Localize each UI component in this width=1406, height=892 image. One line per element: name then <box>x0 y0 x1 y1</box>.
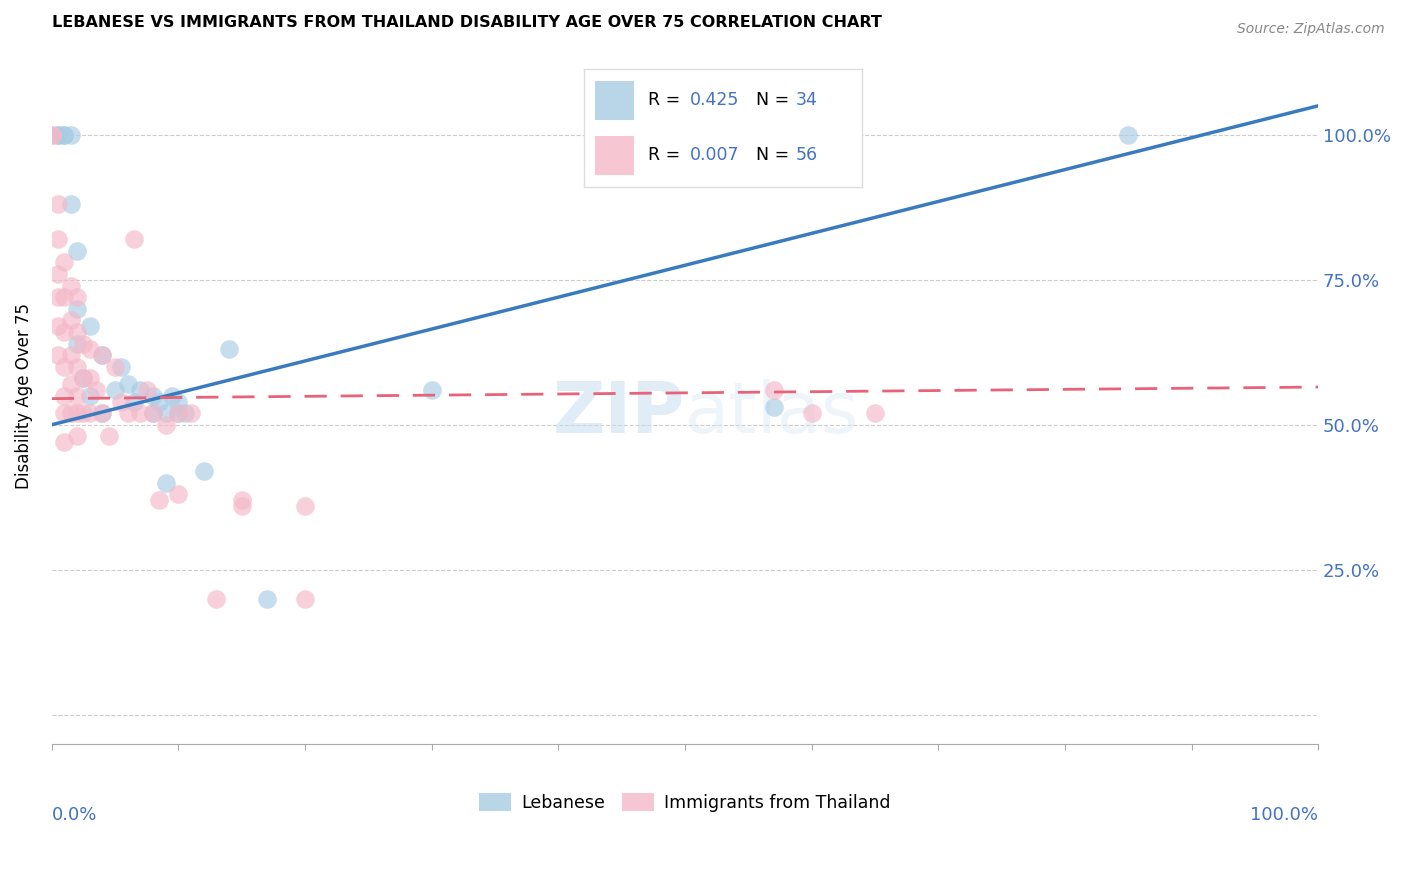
Text: ZIP: ZIP <box>553 378 685 448</box>
Point <box>231 499 253 513</box>
Point <box>155 475 177 490</box>
Point <box>53 389 76 403</box>
Point <box>142 389 165 403</box>
Point <box>59 128 82 142</box>
Point <box>53 290 76 304</box>
Point <box>66 290 89 304</box>
Point <box>91 348 114 362</box>
Point <box>46 128 69 142</box>
Point <box>160 389 183 403</box>
Text: 100.0%: 100.0% <box>1250 806 1319 824</box>
Point <box>72 336 94 351</box>
Point <box>53 128 76 142</box>
Text: 0.0%: 0.0% <box>52 806 97 824</box>
Point <box>173 406 195 420</box>
Point <box>41 128 63 142</box>
Point <box>66 336 89 351</box>
Point <box>53 435 76 450</box>
Point <box>46 319 69 334</box>
Point <box>122 394 145 409</box>
Text: atlas: atlas <box>685 378 859 448</box>
Point <box>148 493 170 508</box>
Point <box>142 406 165 420</box>
Point <box>97 429 120 443</box>
Point <box>231 493 253 508</box>
Point <box>79 371 101 385</box>
Point <box>167 487 190 501</box>
Point <box>122 232 145 246</box>
Point <box>762 401 785 415</box>
Point <box>66 325 89 339</box>
Legend: Lebanese, Immigrants from Thailand: Lebanese, Immigrants from Thailand <box>472 786 897 819</box>
Point <box>180 406 202 420</box>
Point <box>762 383 785 397</box>
Point <box>142 406 165 420</box>
Point <box>167 406 190 420</box>
Y-axis label: Disability Age Over 75: Disability Age Over 75 <box>15 302 32 489</box>
Point <box>66 301 89 316</box>
Point <box>117 406 139 420</box>
Point <box>256 591 278 606</box>
Point <box>72 406 94 420</box>
Point <box>46 290 69 304</box>
Point <box>91 406 114 420</box>
Point <box>135 383 157 397</box>
Point <box>167 394 190 409</box>
Point <box>46 232 69 246</box>
Point <box>205 591 228 606</box>
Point <box>155 406 177 420</box>
Point <box>420 383 443 397</box>
Point <box>79 406 101 420</box>
Point <box>117 377 139 392</box>
Point <box>218 343 240 357</box>
Point <box>53 325 76 339</box>
Point <box>104 383 127 397</box>
Point <box>59 313 82 327</box>
Point <box>46 348 69 362</box>
Point <box>53 359 76 374</box>
Point <box>79 319 101 334</box>
Point <box>84 383 107 397</box>
Point <box>46 197 69 211</box>
Point <box>53 406 76 420</box>
Point <box>66 429 89 443</box>
Point <box>53 255 76 269</box>
Text: LEBANESE VS IMMIGRANTS FROM THAILAND DISABILITY AGE OVER 75 CORRELATION CHART: LEBANESE VS IMMIGRANTS FROM THAILAND DIS… <box>52 15 882 30</box>
Point <box>167 406 190 420</box>
Point <box>863 406 886 420</box>
Point <box>1116 128 1139 142</box>
Point <box>66 359 89 374</box>
Point <box>91 348 114 362</box>
Point <box>72 371 94 385</box>
Point <box>59 348 82 362</box>
Point <box>79 343 101 357</box>
Point <box>294 591 316 606</box>
Point <box>41 128 63 142</box>
Point <box>59 377 82 392</box>
Point <box>53 128 76 142</box>
Point <box>129 406 152 420</box>
Text: Source: ZipAtlas.com: Source: ZipAtlas.com <box>1237 22 1385 37</box>
Point <box>193 464 215 478</box>
Point <box>72 371 94 385</box>
Point <box>46 128 69 142</box>
Point <box>66 406 89 420</box>
Point <box>79 389 101 403</box>
Point <box>59 406 82 420</box>
Point <box>91 406 114 420</box>
Point <box>59 197 82 211</box>
Point <box>59 278 82 293</box>
Point <box>66 389 89 403</box>
Point <box>800 406 823 420</box>
Point <box>66 244 89 258</box>
Point <box>104 359 127 374</box>
Point <box>110 394 132 409</box>
Point <box>129 383 152 397</box>
Point <box>294 499 316 513</box>
Point <box>148 394 170 409</box>
Point <box>46 267 69 281</box>
Point <box>110 359 132 374</box>
Point <box>155 417 177 432</box>
